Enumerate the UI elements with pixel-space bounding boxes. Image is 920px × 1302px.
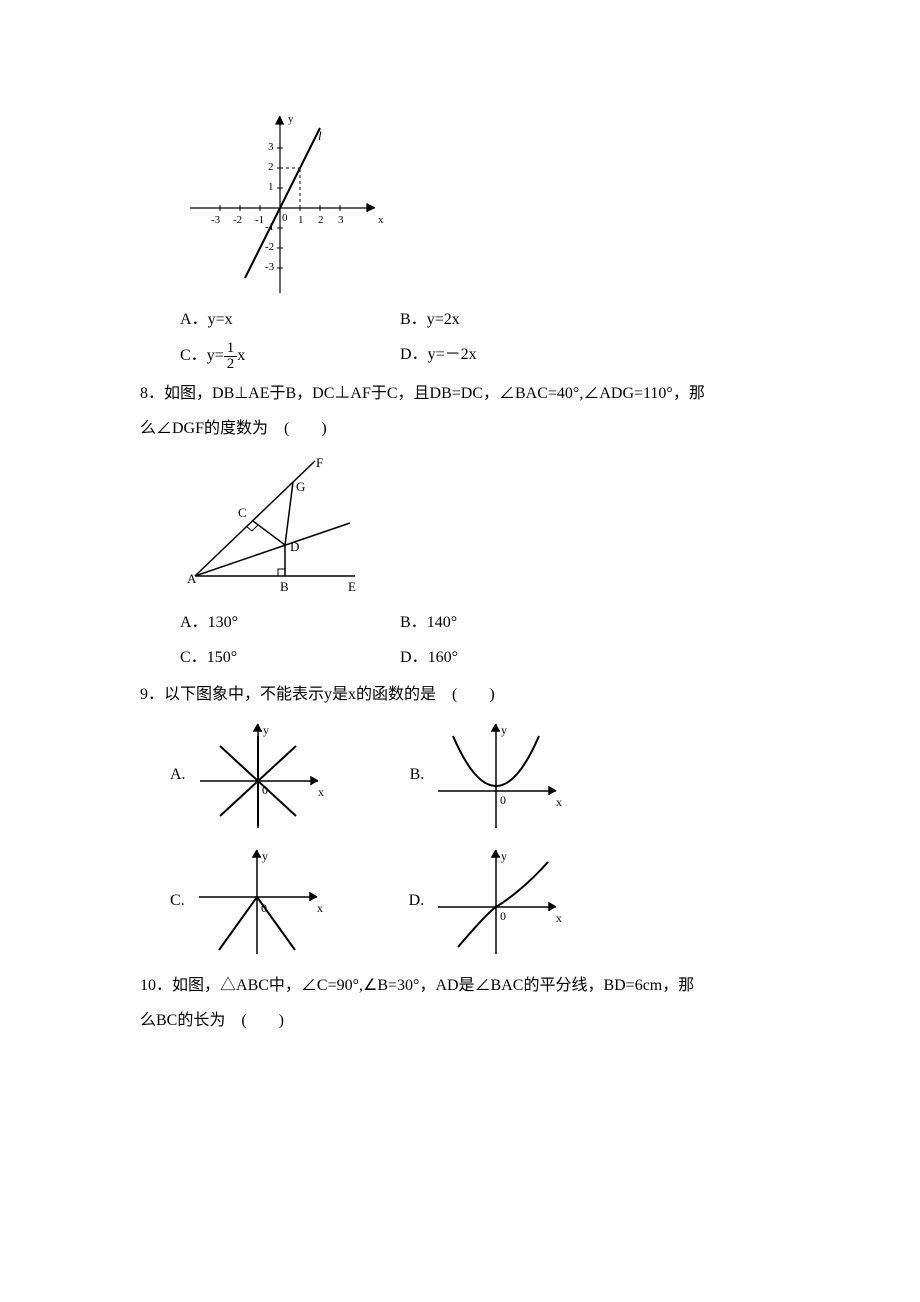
q8-option-c: C．150° bbox=[180, 644, 400, 673]
svg-text:C: C bbox=[238, 505, 247, 520]
graph-b-svg: y x 0 bbox=[428, 716, 568, 836]
q-number: 9． bbox=[140, 686, 164, 703]
svg-text:3: 3 bbox=[338, 214, 344, 226]
svg-text:0: 0 bbox=[500, 909, 506, 923]
graph-c-svg: y x 0 bbox=[189, 842, 329, 962]
option-label: D． bbox=[400, 649, 428, 666]
svg-text:F: F bbox=[316, 455, 323, 470]
svg-text:2: 2 bbox=[318, 214, 324, 226]
svg-text:A: A bbox=[187, 571, 197, 586]
svg-text:G: G bbox=[296, 479, 305, 494]
option-label: B． bbox=[400, 614, 427, 631]
svg-text:-2: -2 bbox=[265, 241, 274, 253]
svg-text:0: 0 bbox=[282, 212, 288, 224]
option-text: y=x bbox=[208, 311, 233, 328]
q9-graph-d: D. y x 0 bbox=[409, 842, 569, 962]
svg-text:x: x bbox=[378, 214, 384, 226]
svg-text:y: y bbox=[501, 849, 507, 863]
option-label: D． bbox=[400, 346, 428, 363]
q7-figure: x y 0 -3-2-1 123 123 -1-2-3 l bbox=[180, 108, 780, 298]
svg-text:B: B bbox=[280, 579, 289, 594]
graph-label: B. bbox=[410, 761, 425, 790]
svg-text:2: 2 bbox=[268, 161, 274, 173]
option-label: C． bbox=[180, 649, 207, 666]
graph-label: C. bbox=[170, 887, 185, 916]
option-text: y=2x bbox=[427, 311, 460, 328]
q-line2: 么BC的长为 ( ) bbox=[140, 1012, 284, 1029]
option-label: B． bbox=[400, 311, 427, 328]
svg-text:1: 1 bbox=[268, 181, 274, 193]
svg-text:3: 3 bbox=[268, 141, 274, 153]
graph-label: A. bbox=[170, 761, 186, 790]
option-text: 160° bbox=[428, 649, 458, 666]
option-label: A． bbox=[180, 614, 208, 631]
option-text: 130° bbox=[208, 614, 238, 631]
svg-text:0: 0 bbox=[262, 783, 268, 797]
svg-text:y: y bbox=[288, 113, 294, 125]
q10-text: 10．如图，△ABC中，∠C=90°,∠B=30°，AD是∠BAC的平分线，BD… bbox=[140, 972, 780, 1001]
option-text: y=－2x bbox=[428, 346, 477, 363]
q-line1: 如图，△ABC中，∠C=90°,∠B=30°，AD是∠BAC的平分线，BD=6c… bbox=[172, 977, 694, 994]
q8-options: A．130° B．140° C．150° D．160° bbox=[180, 609, 780, 673]
svg-text:x: x bbox=[556, 795, 562, 809]
q7-option-a: A．y=x bbox=[180, 306, 400, 335]
graph-label: D. bbox=[409, 887, 425, 916]
q-line2: 么∠DGF的度数为 ( ) bbox=[140, 420, 327, 437]
q8-text-2: 么∠DGF的度数为 ( ) bbox=[140, 415, 780, 444]
q8-option-b: B．140° bbox=[400, 609, 620, 638]
option-label: A． bbox=[180, 311, 208, 328]
svg-text:y: y bbox=[501, 723, 507, 737]
frac-den: 2 bbox=[224, 357, 238, 372]
q-line1: 如图，DB⊥AE于B，DC⊥AF于C，且DB=DC，∠BAC=40°,∠ADG=… bbox=[164, 385, 705, 402]
q10-text-2: 么BC的长为 ( ) bbox=[140, 1007, 780, 1036]
q9-row2: C. y x 0 D. y x 0 bbox=[170, 842, 780, 962]
svg-text:x: x bbox=[556, 911, 562, 925]
q8-figure: A B E C D G F bbox=[180, 451, 780, 601]
svg-text:y: y bbox=[263, 723, 269, 737]
q-number: 8． bbox=[140, 385, 164, 402]
svg-text:-3: -3 bbox=[211, 214, 221, 226]
svg-text:x: x bbox=[318, 785, 324, 799]
graph-a-svg: y x 0 bbox=[190, 716, 330, 836]
svg-text:y: y bbox=[262, 849, 268, 863]
fraction: 12 bbox=[224, 341, 238, 372]
svg-text:-2: -2 bbox=[233, 214, 242, 226]
q9-row1: A. y x 0 B. bbox=[170, 716, 780, 836]
svg-text:x: x bbox=[317, 901, 323, 915]
q8-text: 8．如图，DB⊥AE于B，DC⊥AF于C，且DB=DC，∠BAC=40°,∠AD… bbox=[140, 380, 780, 409]
svg-text:E: E bbox=[348, 579, 356, 594]
frac-num: 1 bbox=[224, 341, 238, 357]
svg-text:-3: -3 bbox=[265, 261, 275, 273]
option-label: C． bbox=[180, 347, 207, 364]
page: x y 0 -3-2-1 123 123 -1-2-3 l bbox=[0, 0, 920, 1121]
q9-graph-c: C. y x 0 bbox=[170, 842, 329, 962]
q9-text: 9．以下图象中，不能表示y是x的函数的是 ( ) bbox=[140, 681, 780, 710]
q7-option-c: C．y=12x bbox=[180, 341, 400, 372]
svg-text:l: l bbox=[318, 128, 322, 143]
svg-text:0: 0 bbox=[500, 793, 506, 807]
q9-graph-a: A. y x 0 bbox=[170, 716, 330, 836]
svg-text:D: D bbox=[290, 539, 299, 554]
q8-option-d: D．160° bbox=[400, 644, 620, 673]
q-line: 以下图象中，不能表示y是x的函数的是 ( ) bbox=[164, 686, 495, 703]
svg-text:-1: -1 bbox=[255, 214, 264, 226]
option-prefix: y= bbox=[207, 347, 224, 364]
q7-options: A．y=x B．y=2x C．y=12x D．y=－2x bbox=[180, 306, 780, 372]
q-number: 10． bbox=[140, 977, 172, 994]
line-graph-svg: x y 0 -3-2-1 123 123 -1-2-3 l bbox=[180, 108, 390, 298]
q7-option-b: B．y=2x bbox=[400, 306, 620, 335]
graph-d-svg: y x 0 bbox=[428, 842, 568, 962]
q7-option-d: D．y=－2x bbox=[400, 341, 620, 372]
option-suffix: x bbox=[237, 347, 245, 364]
svg-text:0: 0 bbox=[261, 901, 267, 915]
svg-text:1: 1 bbox=[298, 214, 304, 226]
q9-graph-b: B. y x 0 bbox=[410, 716, 569, 836]
option-text: 150° bbox=[207, 649, 237, 666]
geometry-svg: A B E C D G F bbox=[180, 451, 370, 601]
option-text: 140° bbox=[427, 614, 457, 631]
q8-option-a: A．130° bbox=[180, 609, 400, 638]
